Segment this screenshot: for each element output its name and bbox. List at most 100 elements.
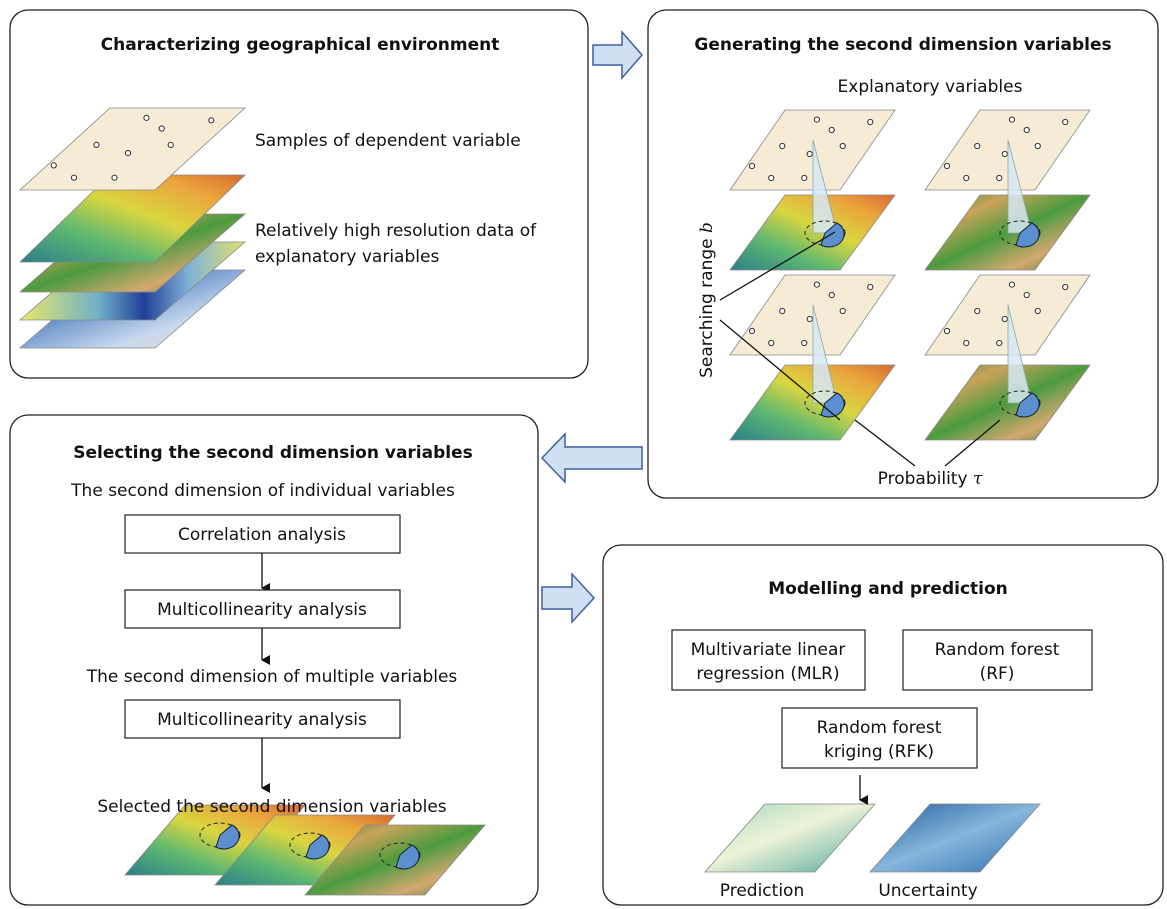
panel-title: Selecting the second dimension variables: [73, 443, 473, 463]
map-layer: [924, 194, 1091, 271]
search-range: [804, 220, 846, 246]
sample-point: [1001, 150, 1008, 158]
leader: [854, 419, 916, 467]
probability-wedge: [395, 844, 420, 870]
probability-wedge: [215, 824, 240, 850]
sample-point: [1008, 116, 1016, 123]
sample-point: [828, 291, 835, 299]
search-range: [999, 220, 1041, 246]
panel-title: Characterizing geographical environment: [101, 35, 500, 55]
search-range: [379, 842, 421, 868]
search-range: [199, 822, 241, 848]
sample-point: [1034, 142, 1041, 150]
sample-point: [839, 142, 846, 150]
sample-point: [1001, 315, 1008, 323]
map-layer: [729, 274, 896, 356]
map-layer: [924, 364, 1091, 441]
box-label: Multivariate linear: [691, 640, 846, 660]
sample-point: [1062, 283, 1069, 291]
label-text: Searching range: [697, 238, 717, 378]
sample-point: [1023, 126, 1030, 134]
map-layer: [18, 107, 247, 191]
output-label: Uncertainty: [878, 881, 977, 901]
sample-point: [1034, 307, 1041, 315]
model-box: [902, 629, 1093, 691]
sample-point: [828, 126, 835, 134]
sample-point: [768, 339, 775, 347]
sample-point: [143, 114, 150, 121]
label: Explanatory variables: [838, 77, 1023, 97]
sample-point: [867, 283, 874, 291]
probability-wedge: [820, 222, 845, 248]
sample-point: [963, 174, 970, 182]
process-box: [124, 514, 401, 554]
sample-point: [1008, 281, 1016, 288]
sample-point: [748, 327, 756, 335]
map-layer: [924, 274, 1091, 356]
box-label: Random forest: [935, 640, 1060, 660]
leader: [719, 231, 836, 301]
sample-point: [779, 307, 786, 315]
sample-point: [996, 339, 1003, 347]
leader: [944, 419, 1001, 467]
sample-point: [124, 150, 132, 157]
map-layer: [19, 174, 246, 263]
sample-point: [806, 315, 813, 323]
flow-arrow: [540, 432, 643, 484]
label: The second dimension of multiple variabl…: [86, 667, 458, 687]
panel-title: Generating the second dimension variable…: [694, 35, 1111, 55]
probability-wedge: [820, 392, 845, 418]
box-label: Random forest: [817, 718, 942, 738]
sample-point: [50, 162, 57, 169]
sample-point: [93, 141, 100, 148]
probability-wedge: [1015, 392, 1040, 418]
search-range: [999, 390, 1041, 416]
box-label: Multicollinearity analysis: [157, 710, 367, 730]
sample-point: [167, 141, 174, 148]
sample-point: [839, 307, 846, 315]
model-box: [671, 629, 866, 691]
map-layer: [729, 109, 896, 191]
sample-point: [70, 174, 78, 181]
sample-point: [801, 174, 808, 182]
process-box: [124, 699, 401, 739]
sample-point: [768, 174, 775, 182]
map-layer: [704, 803, 876, 873]
map-layers: [18, 107, 1091, 896]
probability-wedge: [1015, 222, 1040, 248]
sample-point: [748, 162, 756, 170]
sample-point: [974, 142, 981, 150]
label: Probability τ: [878, 469, 983, 489]
box-label: regression (MLR): [696, 664, 839, 684]
sample-point: [943, 327, 951, 335]
search-range: [804, 390, 846, 416]
sample-point: [963, 339, 970, 347]
sample-point: [974, 307, 981, 315]
label-text: Probability: [878, 469, 968, 489]
panel-title: Modelling and prediction: [768, 579, 1008, 599]
map-layer: [304, 824, 486, 896]
label: Selected the second dimension variables: [97, 797, 446, 817]
sample-point: [943, 162, 951, 170]
sample-point: [801, 339, 808, 347]
output-label: Prediction: [720, 881, 804, 901]
sample-point: [1062, 118, 1069, 126]
label: Searching range b: [697, 222, 717, 378]
sample-point: [111, 174, 118, 181]
flow-arrow: [541, 572, 596, 624]
label: The second dimension of individual varia…: [70, 481, 455, 501]
sample-point: [1023, 291, 1030, 299]
search-range: [289, 832, 331, 858]
sample-point: [806, 150, 813, 158]
sample-point: [779, 142, 786, 150]
sample-point: [158, 125, 165, 132]
model-box: [781, 707, 978, 769]
label-symbol: τ: [973, 469, 983, 489]
box-label: kriging (RFK): [824, 742, 934, 762]
box-label: Multicollinearity analysis: [157, 600, 367, 620]
label: Samples of dependent variable: [255, 131, 521, 151]
map-layer: [924, 109, 1091, 191]
sample-point: [208, 117, 215, 124]
label-symbol: b: [697, 222, 717, 233]
